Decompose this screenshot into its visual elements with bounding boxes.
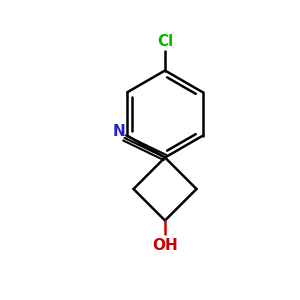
Text: Cl: Cl xyxy=(157,34,173,49)
Text: OH: OH xyxy=(152,238,178,253)
Text: N: N xyxy=(112,124,125,139)
